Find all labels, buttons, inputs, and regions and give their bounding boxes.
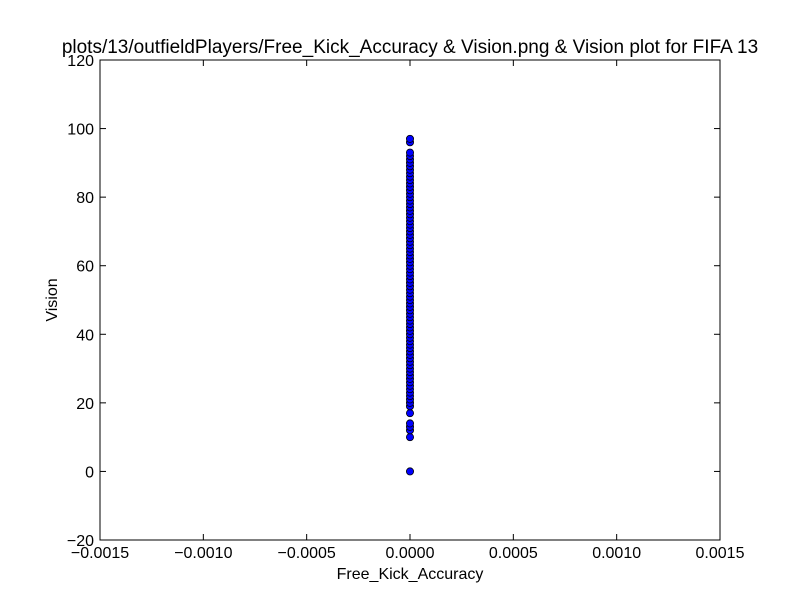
y-tick-label: 0 (85, 464, 94, 481)
y-tick-label: 80 (76, 190, 94, 207)
x-tick-label: 0.0015 (696, 545, 745, 562)
data-point (405, 419, 414, 428)
data-point (405, 134, 414, 143)
y-tick-label: 60 (76, 259, 94, 276)
data-point (405, 148, 414, 157)
y-tick-label: −20 (67, 533, 94, 550)
x-axis-label: Free_Kick_Accuracy (337, 566, 484, 583)
x-tick-label: 0.0010 (592, 545, 641, 562)
data-point (405, 467, 414, 476)
data-point (405, 433, 414, 442)
x-tick-label: −0.0015 (71, 545, 129, 562)
y-axis-label: Vision (44, 278, 61, 321)
data-point (405, 409, 414, 418)
y-tick-label: 40 (76, 327, 94, 344)
x-tick-label: 0.0005 (489, 545, 538, 562)
y-tick-label: 20 (76, 396, 94, 413)
x-tick-label: −0.0005 (278, 545, 336, 562)
y-tick-label: 120 (67, 53, 94, 70)
x-axis-ticks: −0.0015 −0.0010 −0.0005 0.0000 0.0005 0.0010 0… (71, 60, 745, 562)
chart-title: plots/13/outfieldPlayers/Free_Kick_Accur… (62, 37, 758, 58)
x-tick-label: 0.0000 (386, 545, 435, 562)
x-tick-label: −0.0010 (174, 545, 232, 562)
y-tick-label: 100 (67, 122, 94, 139)
y-axis-ticks: −20 0 20 40 60 80 100 120 (67, 53, 720, 550)
data-points (405, 134, 414, 476)
